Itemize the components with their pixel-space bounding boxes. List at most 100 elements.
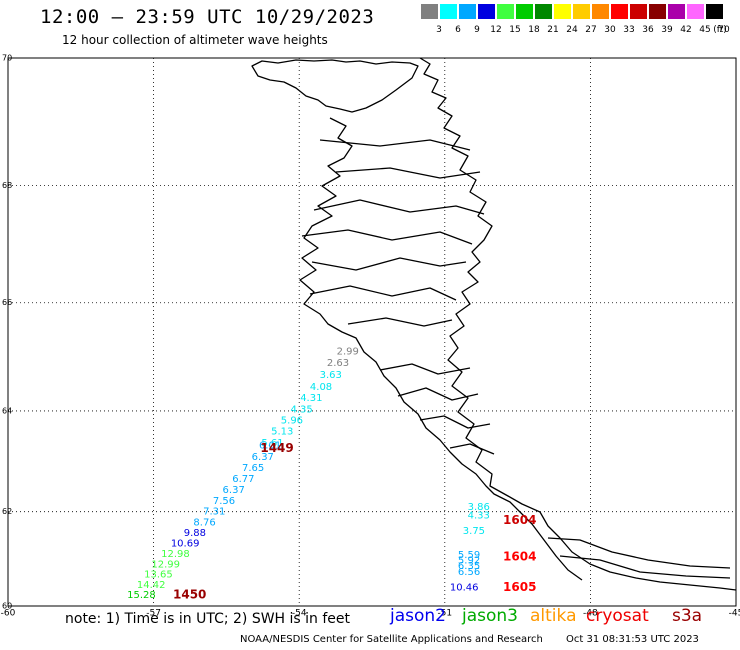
legend-swatch [630,4,647,19]
lon-tick-label: -51 [437,609,452,619]
fjord-outline [449,443,495,455]
swh-reading: 5.59 [458,550,480,561]
swh-reading: 4.35 [290,404,312,415]
legend-swatch [573,4,590,19]
legend-swatch [592,4,609,19]
swh-reading: 6.37 [223,485,245,496]
legend-label: 9 [474,25,480,35]
swh-reading: 6.37 [252,452,274,463]
fjord-outline [301,229,473,245]
legend-swatch [497,4,514,19]
satellite-label: jason2 [390,606,446,626]
generated-timestamp: Oct 31 08:31:53 UTC 2023 [566,634,699,645]
legend-swatch [459,4,476,19]
swh-reading: 6.35 [458,561,480,572]
swh-reading: 3.86 [468,502,490,513]
swh-reading: 3.75 [463,526,485,537]
legend-label: 42 [680,25,692,35]
legend-unit-label: (ft) [713,25,727,35]
swh-reading: 7.31 [203,507,225,518]
swh-reading: 5.61 [261,438,283,449]
satellite-label: s3a [672,606,703,626]
legend-label: 45 [699,25,711,35]
swh-reading: 5.92 [458,556,480,567]
fjord-outline [311,257,467,271]
satellite-label: cryosat [586,606,649,626]
legend-label: 30 [604,25,616,35]
fjord-outline [335,167,481,179]
legend-label: 27 [585,25,597,35]
lat-tick-label: 62 [2,507,12,516]
lat-tick-label: 64 [2,406,12,415]
legend-swatch [668,4,685,19]
legend-label: 36 [642,25,654,35]
lat-tick-label: 60 [2,602,12,611]
swh-reading: 10.46 [450,583,479,594]
lon-tick-label: -54 [292,609,307,619]
legend-swatch [440,4,457,19]
swh-reading: 13.65 [144,570,173,581]
swh-reading: 6.77 [232,474,254,485]
fjord-outline [419,415,491,429]
legend-label: 39 [661,25,673,35]
west-coast-outline [419,57,737,591]
swh-reading: 2.99 [337,346,359,357]
swh-reading: 9.88 [184,528,206,539]
legend-label: 15 [509,25,521,35]
legend-label: 70 [718,25,730,35]
swh-reading: 3.63 [320,370,342,381]
swh-reading: 6.01 [259,440,281,451]
lat-tick-label: 66 [2,298,12,307]
pass-time-label: 1450 [173,587,206,601]
credit-text: NOAA/NESDIS Center for Satellite Applica… [240,634,543,645]
swh-reading: 12.99 [151,559,180,570]
swh-reading: 4.08 [310,382,332,393]
legend-swatch [421,4,438,19]
ice-cap-outline [251,59,419,113]
legend-swatch [706,4,723,19]
lon-tick-label: -45 [729,609,740,619]
swh-reading: 15.28 [127,590,156,601]
swh-reading: 5.13 [271,427,293,438]
map-frame [7,57,737,607]
legend-swatch [478,4,495,19]
legend-swatch [554,4,571,19]
swh-reading: 5.96 [281,415,303,426]
legend-swatch [687,4,704,19]
lat-tick-label: 70 [2,54,12,63]
legend-swatch [535,4,552,19]
legend-label: 21 [547,25,559,35]
swh-reading: 2.63 [327,358,349,369]
page-subtitle: 12 hour collection of altimeter wave hei… [62,33,328,47]
swh-reading: 14.42 [137,580,166,591]
legend-label: 3 [436,25,442,35]
lat-tick-label: 68 [2,181,12,190]
fjord-outline [309,285,457,301]
coast-edge-outline [299,117,583,581]
lon-tick-label: -48 [583,609,598,619]
fjord-outline [379,363,471,375]
legend-label: 24 [566,25,578,35]
altimeter-track: 2.992.633.634.084.314.355.965.135.616.01… [127,346,536,601]
legend-swatch [649,4,666,19]
legend-label: 12 [490,25,502,35]
fjord-outline [559,555,731,579]
lon-tick-label: -57 [146,609,161,619]
legend-label: 6 [455,25,461,35]
fjord-outline [397,387,479,401]
pass-time-label: 1605 [503,580,536,594]
pass-time-label: 1449 [260,441,293,455]
fjord-outline [313,199,485,215]
fjord-outline [319,139,471,151]
fjord-outline [347,317,453,327]
lon-tick-label: -60 [1,609,16,619]
satellite-label: jason3 [462,606,518,626]
credit-line: NOAA/NESDIS Center for Satellite Applica… [240,634,699,645]
greenland-coastline [251,57,737,591]
legend-swatch [516,4,533,19]
legend-label: 18 [528,25,540,35]
swh-reading: 4.31 [300,393,322,404]
fjord-outline [547,537,731,569]
